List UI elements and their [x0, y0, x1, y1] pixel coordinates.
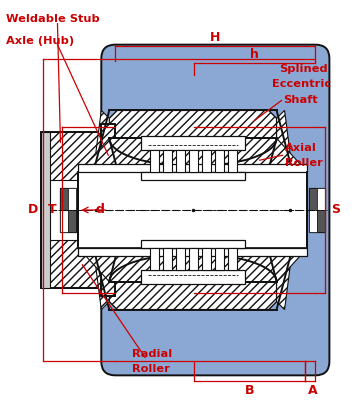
Bar	[176, 248, 185, 270]
Bar	[41, 133, 51, 288]
Text: B: B	[245, 384, 255, 397]
Bar	[309, 188, 318, 210]
Bar	[141, 172, 245, 180]
Text: T: T	[48, 204, 57, 217]
Text: Eccentric: Eccentric	[272, 79, 331, 89]
Bar	[101, 124, 115, 296]
Text: d: d	[96, 204, 105, 217]
Bar	[318, 210, 325, 232]
Bar	[61, 188, 76, 232]
Polygon shape	[93, 110, 121, 185]
Polygon shape	[265, 235, 292, 310]
Text: Shaft: Shaft	[284, 95, 318, 105]
Bar	[215, 248, 224, 270]
Bar	[309, 188, 325, 232]
Bar	[228, 248, 237, 270]
Bar	[141, 240, 245, 248]
Polygon shape	[109, 138, 276, 282]
Bar	[141, 270, 245, 284]
Bar	[68, 210, 76, 232]
Polygon shape	[78, 248, 308, 282]
Bar	[176, 150, 185, 172]
Bar	[78, 164, 308, 172]
Text: A: A	[308, 384, 317, 397]
Text: Splined: Splined	[280, 64, 328, 74]
Polygon shape	[78, 138, 308, 172]
Bar	[115, 127, 194, 293]
Polygon shape	[265, 172, 308, 248]
Text: Axle (Hub): Axle (Hub)	[6, 36, 74, 46]
Text: D: D	[28, 204, 38, 217]
Polygon shape	[265, 110, 292, 185]
Polygon shape	[109, 282, 276, 310]
Bar	[202, 248, 211, 270]
Bar	[309, 210, 318, 232]
Bar	[61, 188, 68, 210]
Polygon shape	[265, 172, 297, 248]
Bar	[150, 248, 159, 270]
Text: S: S	[331, 204, 340, 217]
Bar	[45, 180, 115, 240]
Text: Roller: Roller	[285, 158, 322, 168]
Bar	[163, 248, 172, 270]
FancyBboxPatch shape	[101, 45, 330, 375]
Text: Weldable Stub: Weldable Stub	[6, 14, 99, 24]
Text: Axial: Axial	[285, 143, 316, 153]
Bar	[78, 172, 308, 248]
Polygon shape	[78, 172, 121, 248]
Bar	[163, 150, 172, 172]
Text: Roller: Roller	[132, 364, 170, 375]
Bar	[202, 150, 211, 172]
Bar	[150, 150, 159, 172]
Polygon shape	[93, 235, 121, 310]
Polygon shape	[89, 172, 121, 248]
Bar	[189, 150, 198, 172]
Bar	[61, 210, 68, 232]
Text: Radial: Radial	[132, 349, 172, 359]
Bar	[228, 150, 237, 172]
Bar	[318, 188, 325, 210]
Text: H: H	[210, 31, 221, 44]
Bar	[41, 133, 115, 288]
Bar	[189, 248, 198, 270]
Bar	[41, 133, 115, 288]
Bar	[215, 150, 224, 172]
Bar	[68, 188, 76, 210]
Bar	[78, 248, 308, 256]
Text: h: h	[250, 48, 259, 61]
Polygon shape	[109, 110, 276, 138]
Bar	[141, 136, 245, 150]
Bar	[101, 124, 115, 296]
